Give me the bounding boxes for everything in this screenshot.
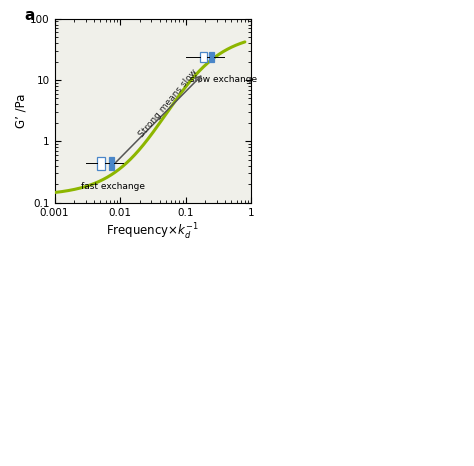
Bar: [97, 157, 105, 170]
Text: slow exchange: slow exchange: [190, 75, 257, 84]
Bar: [209, 52, 214, 62]
Text: Strong means slow: Strong means slow: [137, 67, 199, 139]
Bar: [200, 52, 207, 62]
Text: a: a: [24, 7, 35, 22]
Text: fast exchange: fast exchange: [81, 182, 145, 191]
Bar: [109, 157, 114, 170]
Y-axis label: G’ /Pa: G’ /Pa: [14, 94, 27, 128]
X-axis label: Frequency×$k_d^{-1}$: Frequency×$k_d^{-1}$: [107, 222, 199, 242]
